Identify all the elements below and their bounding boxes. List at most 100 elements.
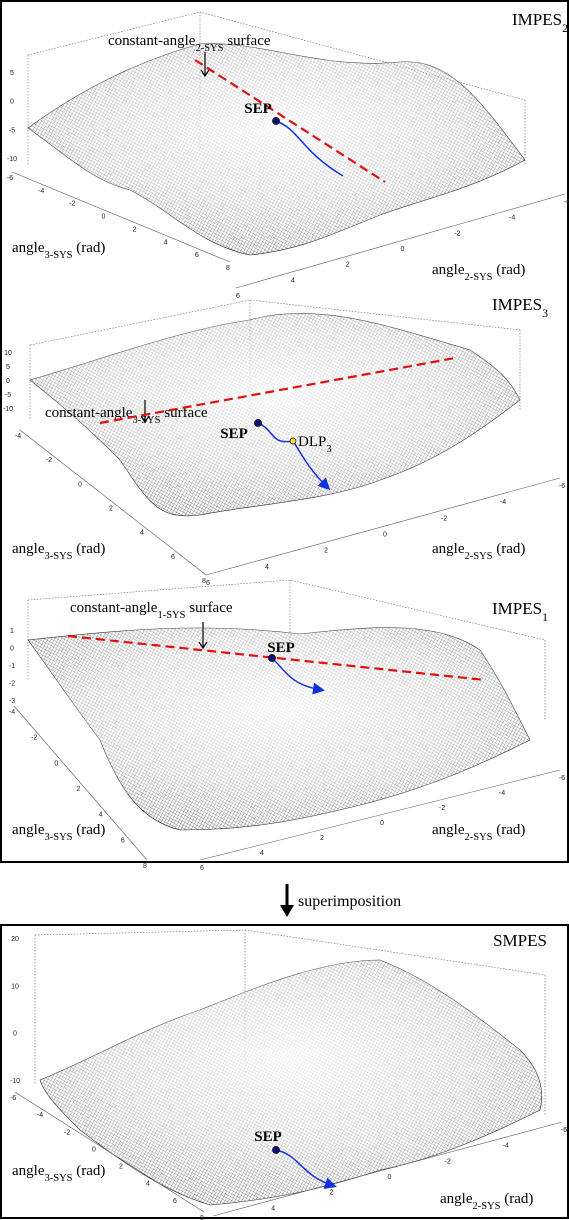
angle3-tick-label: 4 [140, 530, 144, 537]
trajectory [275, 120, 344, 177]
angle3-tick-label: -6 [10, 1095, 16, 1102]
angle2-tick-label: -4 [499, 790, 505, 797]
surface-label: constant-angle1-SYS surface [70, 600, 233, 621]
angle2-axis-label-suffix: (rad) [501, 1191, 534, 1207]
angle3-tick-label: 0 [92, 1146, 96, 1153]
angle3-axis [14, 1091, 205, 1213]
sep-label: SEP [244, 101, 272, 117]
angle3-axis-label-sub: 3-SYS [44, 832, 72, 843]
angle3-tick-label: 4 [99, 812, 103, 819]
panel-title-main: IMPES [492, 295, 542, 314]
angle3-tick-label: -6 [7, 175, 13, 182]
angle3-tick-label: -4 [37, 1112, 43, 1119]
angle2-tick-label: 0 [388, 1174, 392, 1181]
sep-label: SEP [254, 1129, 282, 1145]
panel-title: IMPES3 [492, 295, 548, 320]
angle2-tick-label: -2 [445, 1158, 451, 1165]
angle2-axis-label-main: angle [440, 1191, 473, 1207]
z-tick-label: -1 [9, 663, 15, 670]
z-tick-label: 0 [10, 99, 14, 106]
angle3-tick-label: -2 [31, 735, 37, 742]
angle2-tick-label: 4 [260, 850, 264, 857]
panel-title: IMPES2 [512, 10, 568, 35]
angle3-tick-label: 2 [133, 226, 137, 233]
angle3-axis [13, 705, 148, 861]
angle3-axis-label: angle3-SYS (rad) [12, 822, 105, 843]
angle3-tick-label: 0 [54, 760, 58, 767]
angle2-tick-label: -6 [559, 775, 565, 782]
trajectory [275, 1149, 337, 1189]
surface-label-suffix: surface [185, 600, 232, 616]
angle3-axis-label-sub: 3-SYS [44, 1173, 72, 1184]
angle3-tick-label: 0 [101, 214, 105, 221]
angle2-tick-label: 4 [271, 1205, 275, 1212]
panel-title-sub: 3 [542, 306, 548, 320]
surface-pointer-head [140, 415, 150, 424]
angle3-axis-label: angle3-SYS (rad) [12, 240, 105, 261]
angle2-tick-label: 0 [380, 820, 384, 827]
angle3-tick-label: 6 [195, 252, 199, 259]
angle2-tick-label: -4 [500, 499, 506, 506]
angle3-tick-label: -4 [9, 709, 15, 716]
angle2-tick-label: -2 [454, 230, 460, 237]
angle2-axis-label-main: angle [432, 541, 465, 557]
sep-point [254, 419, 262, 427]
angle2-tick-label: 6 [236, 293, 240, 300]
sep-point [268, 654, 276, 662]
surface-highlight [28, 43, 525, 256]
bottom-frame [0, 924, 569, 1219]
angle3-tick-label: -2 [69, 201, 75, 208]
angle3-tick-label: 8 [202, 578, 206, 585]
angle2-tick-label: -2 [441, 515, 447, 522]
angle2-tick-label: 6 [206, 580, 210, 587]
angle3-axis-label-sub: 3-SYS [44, 250, 72, 261]
angle3-axis-label-suffix: (rad) [73, 541, 106, 557]
trajectory [271, 657, 325, 695]
angle2-tick-label: -6 [564, 199, 569, 206]
dlp-label: DLP3 [298, 434, 332, 455]
panel-title-main: IMPES [512, 10, 562, 29]
dlp-label-main: DLP [298, 434, 326, 450]
z-tick-label: 5 [10, 70, 14, 77]
angle3-axis-label-suffix: (rad) [73, 240, 106, 256]
surface-label: constant-angle2-SYS surface [108, 33, 271, 54]
angle3-tick-label: 2 [119, 1164, 123, 1171]
angle2-axis-label: angle2-SYS (rad) [432, 262, 525, 283]
angle3-tick-label: 6 [121, 837, 125, 844]
top-frame [0, 0, 569, 863]
angle3-tick-label: -4 [15, 433, 21, 440]
surface-highlight [28, 627, 530, 830]
angle3-tick-label: 0 [78, 481, 82, 488]
angle3-tick-label: 2 [109, 506, 113, 513]
panel-title-sub: 1 [542, 610, 548, 624]
angle2-axis-label: angle2-SYS (rad) [432, 822, 525, 843]
dlp-point [289, 437, 297, 445]
angle3-axis [11, 171, 231, 263]
angle2-axis-label-suffix: (rad) [493, 541, 526, 557]
angle3-axis [19, 429, 207, 576]
angle2-axis-label-main: angle [432, 262, 465, 278]
z-tick-label: 0 [6, 378, 10, 385]
angle2-tick-label: 2 [346, 262, 350, 269]
angle2-tick-label: 0 [401, 246, 405, 253]
surface-label-sub: 2-SYS [195, 43, 223, 54]
angle3-tick-label: 8 [143, 863, 147, 870]
angle2-tick-label: -6 [559, 483, 565, 490]
angle3-tick-label: -2 [46, 457, 52, 464]
angle2-axis-label-suffix: (rad) [493, 822, 526, 838]
z-tick-label: 1 [10, 628, 14, 635]
z-tick-label: -10 [7, 156, 17, 163]
angle3-axis-label-suffix: (rad) [73, 1163, 106, 1179]
panel-title-sub: 2 [562, 21, 568, 35]
z-tick-label: 20 [11, 936, 19, 943]
angle3-tick-label: 2 [77, 786, 81, 793]
angle3-tick-label: -2 [64, 1129, 70, 1136]
panel-title: SMPES [493, 931, 547, 950]
surface-label-main: constant-angle [70, 600, 158, 616]
angle3-tick-label: 8 [226, 265, 230, 272]
z-tick-label: 10 [4, 350, 12, 357]
arrow-label: superimposition [298, 893, 401, 910]
z-tick-label: 0 [10, 646, 14, 653]
